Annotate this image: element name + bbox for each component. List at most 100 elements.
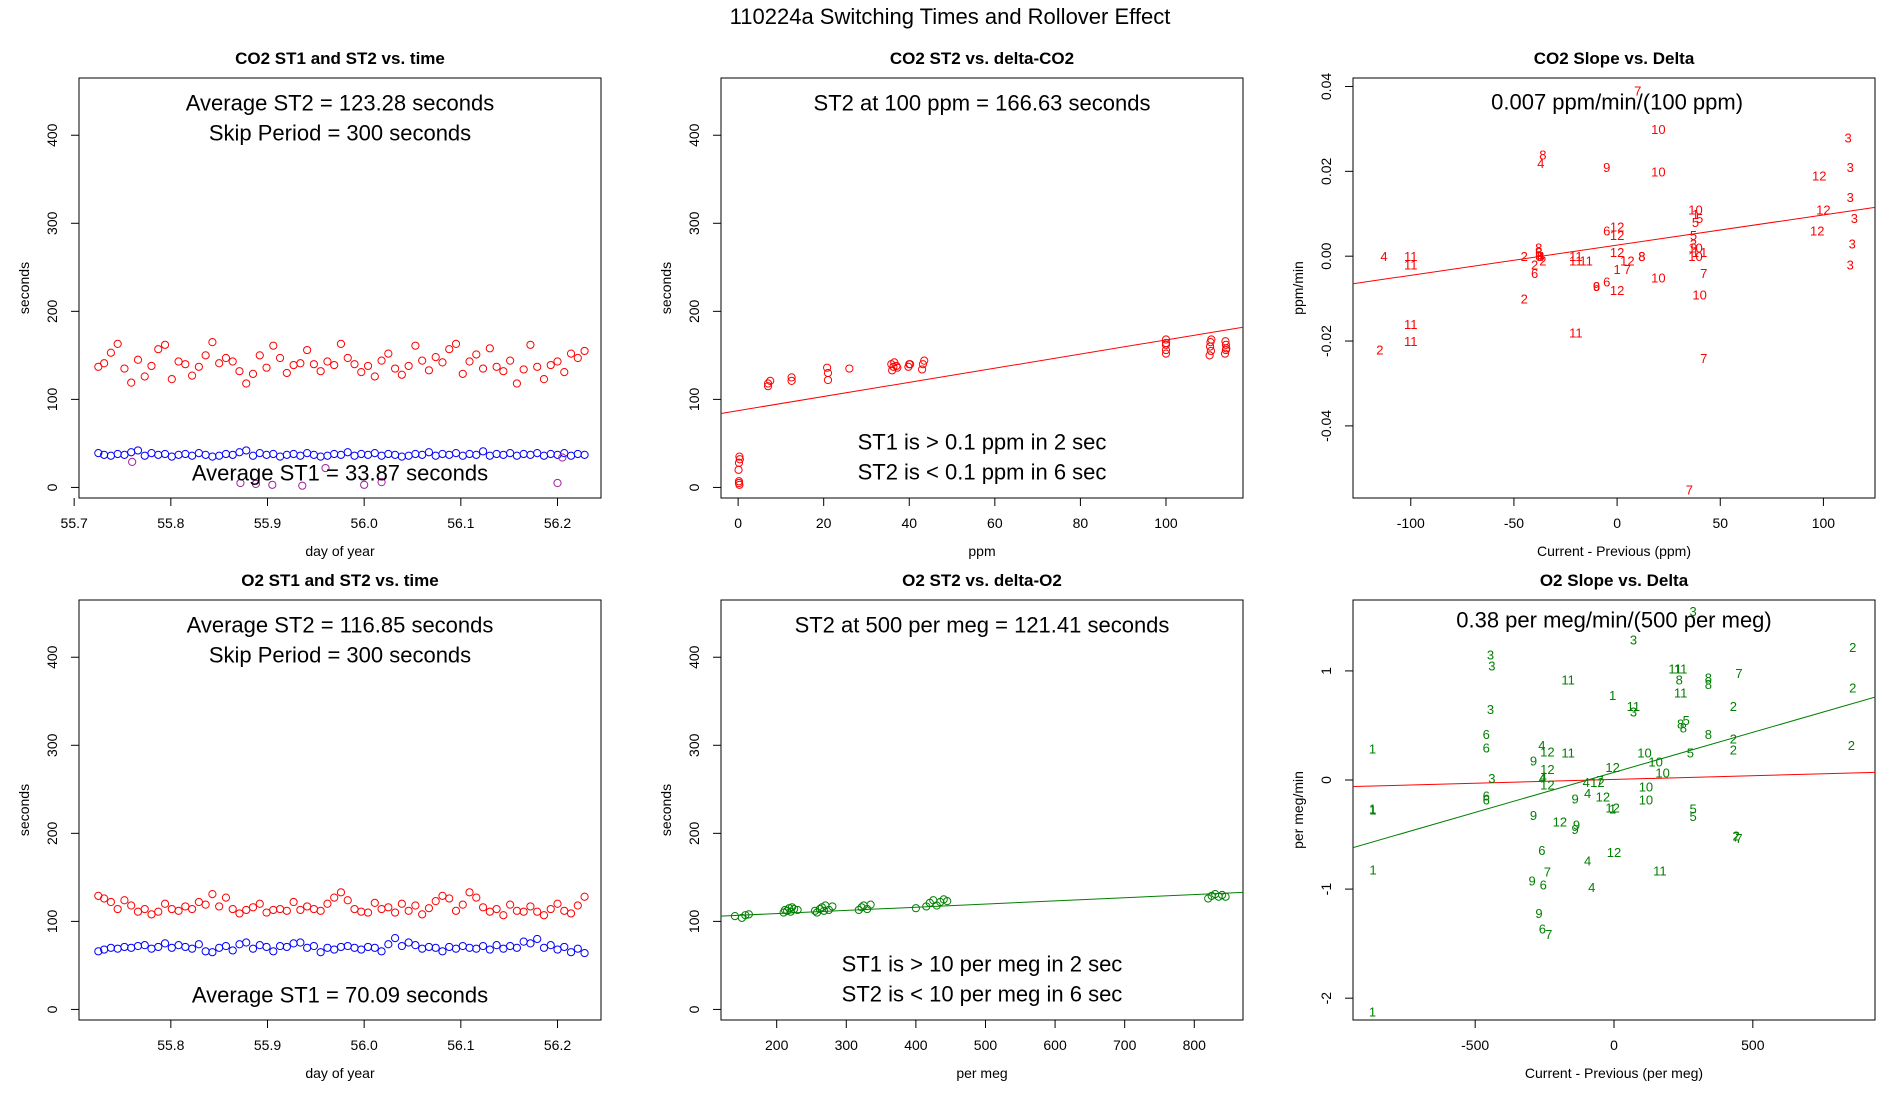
data-point [316, 367, 325, 376]
data-point-label: 5 [1696, 211, 1703, 226]
data-point [404, 361, 413, 371]
data-point [188, 944, 197, 953]
data-point-label: 12 [1590, 775, 1604, 790]
chart-panel-o2-slope: O2 Slope vs. Delta Current - Previous (pe… [1290, 571, 1876, 1081]
data-point [438, 358, 447, 367]
data-point-label: 12 [1540, 745, 1554, 760]
data-point [566, 451, 576, 460]
data-point [363, 361, 373, 371]
data-point-label: 6 [1483, 788, 1490, 803]
data-point-label: 3 [1690, 236, 1697, 251]
data-point [330, 360, 339, 370]
data-point-label: 12 [1553, 814, 1567, 829]
data-point [431, 451, 440, 460]
chart-title: O2 ST2 vs. delta-O2 [902, 571, 1062, 590]
data-point [787, 373, 796, 382]
data-layer: 1111133366366999944466677121211111212449… [1353, 604, 1875, 1019]
data-point [917, 365, 927, 374]
data-point [194, 362, 203, 371]
data-point [1205, 351, 1214, 360]
data-point-label: 11 [1569, 253, 1583, 268]
data-point-label: 2 [1848, 738, 1855, 753]
data-point [330, 893, 339, 902]
data-point [397, 899, 406, 908]
data-point-label: 7 [1735, 831, 1742, 846]
data-point [560, 367, 569, 377]
data-point [905, 360, 914, 369]
data-point [451, 906, 461, 915]
data-point [391, 450, 400, 459]
data-point [120, 450, 129, 459]
x-tick-label: 300 [835, 1037, 859, 1053]
data-point [451, 339, 461, 349]
data-point-label: 3 [1488, 771, 1495, 786]
data-point-label: 3 [1851, 211, 1858, 226]
data-point [512, 943, 522, 952]
x-tick-label: 56.0 [351, 515, 378, 531]
data-point [323, 357, 332, 366]
data-point-label: 6 [1603, 224, 1610, 239]
data-point [823, 368, 833, 378]
data-point-label: 7 [1624, 262, 1631, 277]
y-tick-label: 0 [686, 1005, 702, 1013]
data-point [303, 448, 312, 458]
data-point [411, 901, 420, 910]
data-point [573, 944, 582, 953]
x-tick-label: 100 [1812, 515, 1836, 531]
data-point-label: 10 [1637, 746, 1651, 761]
data-point [445, 894, 454, 903]
data-point [282, 368, 291, 378]
data-point [296, 359, 305, 368]
data-point [201, 900, 210, 909]
data-point [94, 448, 103, 458]
data-point [221, 941, 231, 951]
data-point-label: 2 [1376, 343, 1383, 358]
data-point [167, 375, 176, 384]
data-point [1221, 337, 1230, 346]
data-point-label: 9 [1528, 873, 1535, 888]
data-point [120, 364, 129, 373]
data-point-label: 1 [1369, 862, 1376, 877]
data-point-label: 1 [1700, 245, 1707, 260]
x-axis-label: Current - Previous (ppm) [1537, 543, 1691, 559]
data-point [296, 451, 305, 460]
data-point [1221, 892, 1230, 901]
data-point [242, 938, 251, 947]
data-point-label: 6 [1483, 793, 1490, 808]
data-point [438, 891, 447, 900]
data-point [533, 448, 542, 458]
data-point-label: 8 [1680, 721, 1687, 736]
data-point-label: 11 [1674, 686, 1688, 701]
data-point-label: 4 [1584, 786, 1591, 801]
data-point-label: 4 [1538, 738, 1545, 753]
data-point [573, 353, 582, 363]
chart-title: O2 Slope vs. Delta [1540, 571, 1689, 590]
data-point [350, 451, 359, 460]
data-point [397, 370, 406, 379]
data-layer [721, 326, 1243, 489]
data-point [519, 449, 528, 459]
chart-panel-co2-delta: CO2 ST2 vs. delta-CO2 ppm seconds 0 20 40 60 80… [658, 49, 1244, 559]
data-point [330, 449, 339, 459]
data-point [113, 904, 122, 914]
data-point [458, 369, 467, 378]
data-point [133, 355, 143, 364]
data-point-label: 10 [1688, 241, 1702, 256]
data-point [248, 369, 258, 378]
data-point-label: 10 [1639, 780, 1653, 795]
data-point [174, 450, 183, 459]
data-point [255, 899, 264, 908]
data-point [397, 452, 406, 461]
data-point [221, 353, 231, 363]
y-axis-label: seconds [658, 784, 674, 836]
data-point [133, 907, 143, 916]
data-point [472, 350, 481, 359]
data-point [228, 357, 237, 366]
data-point [1161, 335, 1171, 344]
data-point [188, 451, 197, 460]
data-point-label: 12 [1620, 253, 1634, 268]
data-point [539, 943, 549, 952]
data-point [506, 356, 515, 365]
data-point [309, 904, 318, 914]
